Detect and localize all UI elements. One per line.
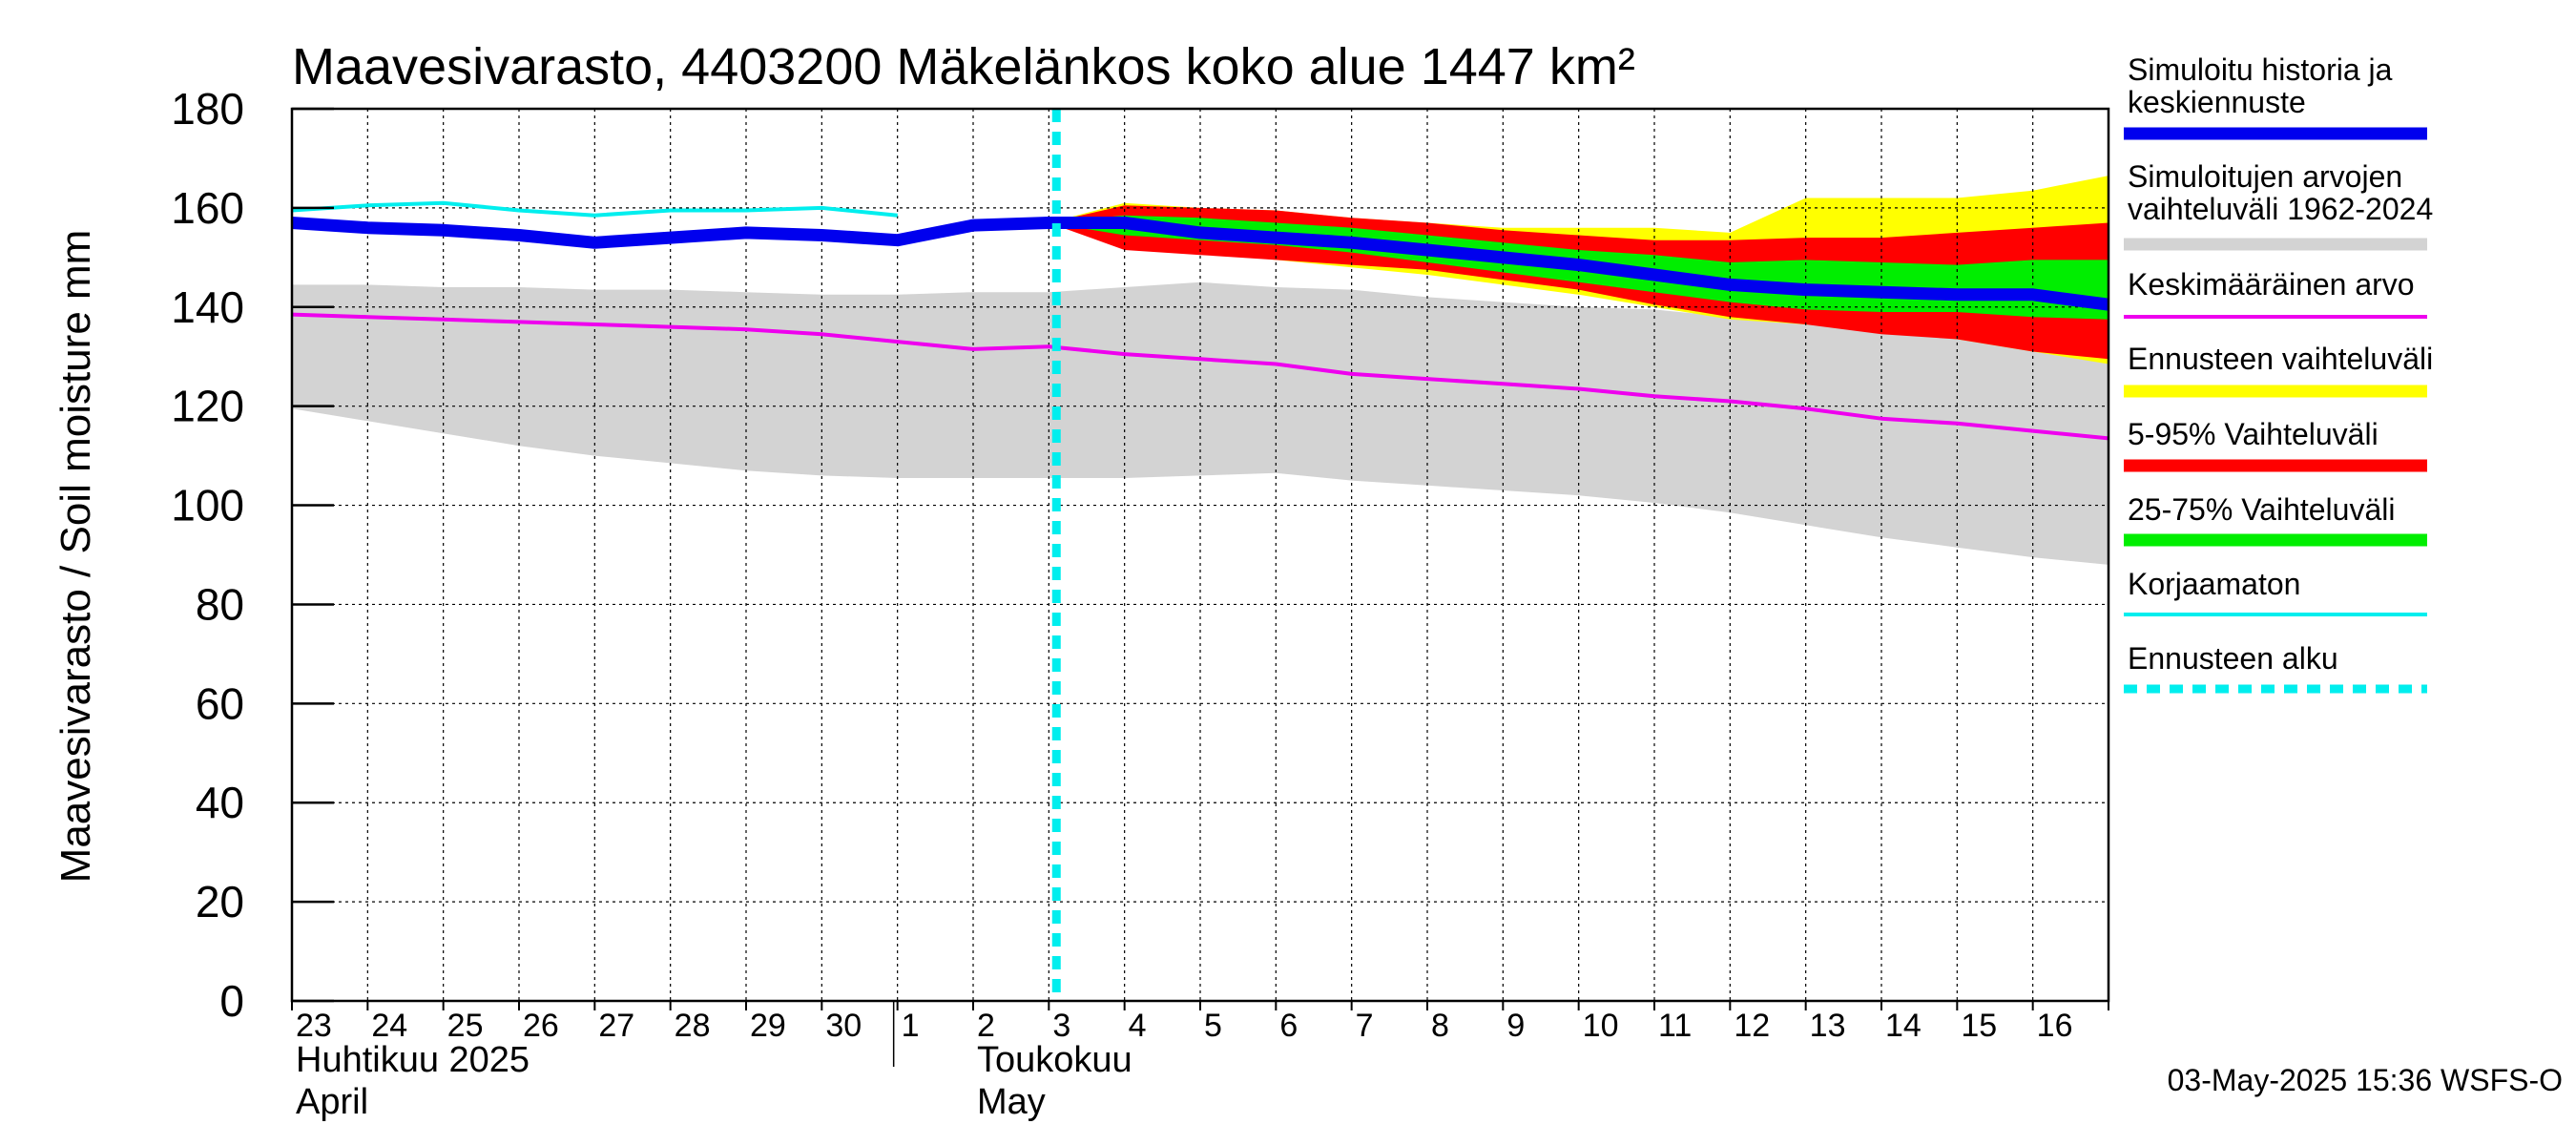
x-tick-label-8: 1 [902,1008,920,1044]
x-tick-label-10: 3 [1052,1008,1070,1044]
y-tick-label-2: 40 [196,778,244,827]
y-tick-label-3: 60 [196,678,244,728]
x-tick-label-20: 13 [1810,1008,1846,1044]
y-tick-label-8: 160 [171,183,244,233]
y-tick-label-9: 180 [171,84,244,134]
x-tick-label-4: 27 [598,1008,634,1044]
legend-label-0: Simuloitu historia ja keskiennuste [2128,52,2393,119]
x-tick-label-0: 23 [296,1008,332,1044]
month-sublabel-0: April [296,1082,368,1122]
x-tick-label-9: 2 [977,1008,995,1044]
legend-label-2: Keskimääräinen arvo [2128,267,2415,302]
y-tick-label-7: 140 [171,282,244,332]
x-tick-label-19: 12 [1734,1008,1770,1044]
x-tick-label-7: 30 [825,1008,862,1044]
legend-label-1-line1: Simuloitujen arvojen [2128,159,2402,194]
month-label-1: Toukokuu [977,1040,1132,1080]
legend-label-7: Ennusteen alku [2128,641,2338,676]
chart-title: Maavesivarasto, 4403200 Mäkelänkos koko … [292,38,1635,95]
legend-label-0-line1: Simuloitu historia ja [2128,52,2393,87]
series-line-uncorrected [291,200,898,218]
legend-label-6: Korjaamaton [2128,567,2300,601]
legend-label-5: 25-75% Vaihteluväli [2128,492,2395,527]
x-tick-label-22: 15 [1961,1008,1997,1044]
x-tick-label-6: 29 [750,1008,786,1044]
x-tick-label-3: 26 [523,1008,559,1044]
x-tick-label-15: 8 [1431,1008,1449,1044]
legend-label-1: Simuloitujen arvojen vaihteluväli 1962-20… [2128,159,2433,226]
x-tick-label-5: 28 [675,1008,711,1044]
legend: Simuloitu historia ja keskiennusteSimuloi… [2124,52,2433,694]
legend-label-4: 5-95% Vaihteluväli [2128,417,2379,451]
legend-label-3: Ennusteen vaihteluväli [2128,342,2433,376]
y-tick-label-1: 20 [196,877,244,926]
series-line-mean [291,312,2109,441]
y-tick-label-6: 120 [171,382,244,431]
legend-label-0-line2: keskiennuste [2128,85,2306,119]
y-tick-label-5: 100 [171,481,244,531]
x-tick-label-18: 11 [1658,1008,1692,1044]
x-tick-label-11: 4 [1129,1008,1147,1044]
series-line-simulated [291,217,2109,311]
x-tick-label-13: 6 [1279,1008,1298,1044]
x-tick-label-2: 25 [447,1008,484,1044]
y-tick-label-4: 80 [196,579,244,629]
legend-label-1-line2: vaihteluväli 1962-2024 [2128,192,2433,226]
y-axis-label: Maavesivarasto / Soil moisture mm [52,230,99,884]
y-tick-label-0: 0 [219,976,244,1026]
x-tick-label-12: 5 [1204,1008,1222,1044]
x-tick-label-17: 10 [1583,1008,1619,1044]
x-tick-label-14: 7 [1356,1008,1374,1044]
month-sublabel-1: May [977,1082,1046,1122]
x-tick-label-16: 9 [1506,1008,1525,1044]
x-tick-label-23: 16 [2037,1008,2073,1044]
x-tick-label-1: 24 [371,1008,407,1044]
month-label-0: Huhtikuu 2025 [296,1040,530,1080]
x-tick-label-21: 14 [1885,1008,1922,1044]
footer-timestamp: 03-May-2025 15:36 WSFS-O [2168,1063,2563,1097]
